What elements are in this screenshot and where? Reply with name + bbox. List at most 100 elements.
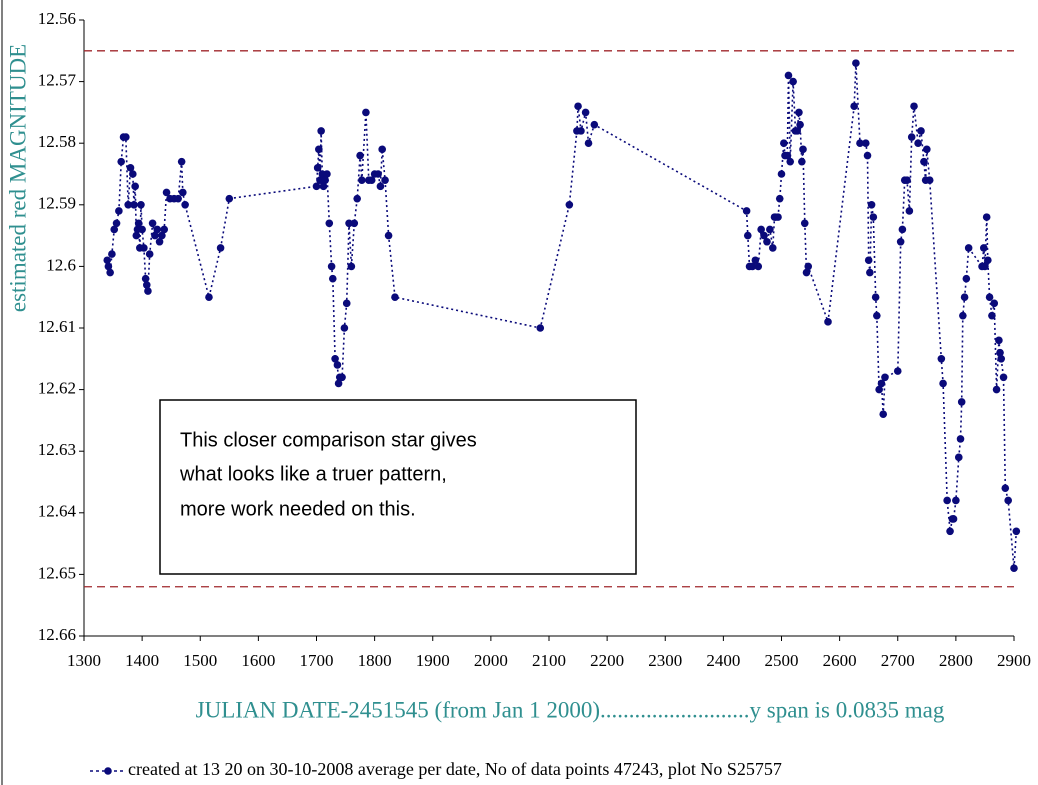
annotation-line: more work needed on this. <box>180 498 416 520</box>
data-point <box>914 139 922 147</box>
data-point <box>536 324 545 332</box>
y-tick-label: 12.57 <box>38 71 77 90</box>
data-point <box>131 182 139 191</box>
data-point <box>960 293 969 302</box>
data-point <box>789 77 797 86</box>
data-point <box>856 139 864 147</box>
data-point <box>873 311 881 320</box>
annotation-line: what looks like a truer pattern, <box>179 463 447 485</box>
x-tick-label: 2200 <box>590 651 624 670</box>
x-tick-label: 1900 <box>416 651 450 670</box>
data-point <box>920 157 928 166</box>
data-point <box>129 170 137 178</box>
data-point <box>799 145 807 154</box>
data-point <box>864 256 873 265</box>
data-point <box>949 515 958 523</box>
data-point <box>893 367 902 375</box>
y-tick-label: 12.6 <box>46 255 76 274</box>
data-point <box>1012 527 1021 536</box>
data-point <box>863 151 872 160</box>
data-point <box>768 244 777 252</box>
data-point <box>353 194 361 203</box>
y-tick-label: 12.59 <box>38 194 76 213</box>
x-tick-label: 2300 <box>648 651 682 670</box>
data-point <box>877 379 886 388</box>
data-point <box>130 201 138 209</box>
x-tick-label: 1800 <box>358 651 392 670</box>
data-point <box>216 244 225 252</box>
x-tick-label: 2000 <box>474 651 508 670</box>
data-point <box>205 293 213 302</box>
data-point <box>338 373 346 382</box>
data-point <box>315 145 323 154</box>
data-point <box>378 145 386 154</box>
legend-marker <box>104 767 112 775</box>
data-point <box>342 299 351 308</box>
data-point <box>774 213 782 221</box>
x-tick-label: 1500 <box>183 651 217 670</box>
y-tick-label: 12.63 <box>38 440 76 459</box>
data-point <box>804 262 813 271</box>
data-point <box>177 157 186 166</box>
data-point <box>793 127 801 135</box>
data-point <box>144 287 152 295</box>
data-point <box>985 293 994 302</box>
y-tick-label: 12.61 <box>38 317 76 336</box>
data-point <box>321 176 330 184</box>
data-point <box>350 219 359 228</box>
data-point <box>777 170 786 178</box>
data-point <box>954 453 963 462</box>
data-point <box>108 250 116 258</box>
data-point <box>319 182 328 191</box>
data-point <box>796 120 804 129</box>
x-tick-label: 2400 <box>706 651 740 670</box>
data-point <box>903 176 911 184</box>
data-point <box>979 244 988 252</box>
data-point <box>181 201 189 209</box>
data-point <box>134 219 143 228</box>
data-point <box>323 170 331 178</box>
data-point <box>866 268 874 277</box>
data-point <box>179 188 187 197</box>
data-point <box>990 299 999 308</box>
data-point <box>798 157 806 166</box>
x-tick-label: 1400 <box>125 651 159 670</box>
data-point <box>358 176 366 184</box>
data-point <box>786 157 795 166</box>
data-point <box>917 127 925 135</box>
data-point <box>959 311 967 320</box>
data-point <box>898 225 907 234</box>
data-point <box>115 207 123 215</box>
annotation-box <box>159 399 637 575</box>
data-point <box>124 201 132 209</box>
data-point <box>783 151 792 160</box>
data-point <box>325 219 334 228</box>
data-point <box>937 355 946 363</box>
data-point <box>850 102 858 111</box>
x-tick-label: 1600 <box>241 651 275 670</box>
data-point <box>881 373 889 382</box>
data-point <box>110 225 119 234</box>
data-point <box>376 182 385 191</box>
data-point <box>565 201 574 209</box>
data-point <box>117 157 125 166</box>
x-tick-label: 2700 <box>881 651 915 670</box>
data-point <box>317 127 325 135</box>
data-point <box>907 133 916 141</box>
data-point <box>367 176 376 184</box>
data-point <box>581 108 590 117</box>
x-tick-label: 1700 <box>300 651 334 670</box>
data-point <box>1004 496 1012 505</box>
data-point <box>997 355 1006 363</box>
x-tick-label: 2100 <box>532 651 566 670</box>
data-point <box>137 201 145 209</box>
data-point <box>1001 484 1010 492</box>
data-point <box>910 102 918 111</box>
data-point <box>925 176 934 184</box>
data-point <box>852 59 860 67</box>
data-point <box>871 293 880 302</box>
data-point <box>800 219 809 228</box>
annotation-line: This closer comparison star gives <box>180 429 477 451</box>
data-point <box>1010 564 1018 573</box>
data-point <box>112 219 121 228</box>
